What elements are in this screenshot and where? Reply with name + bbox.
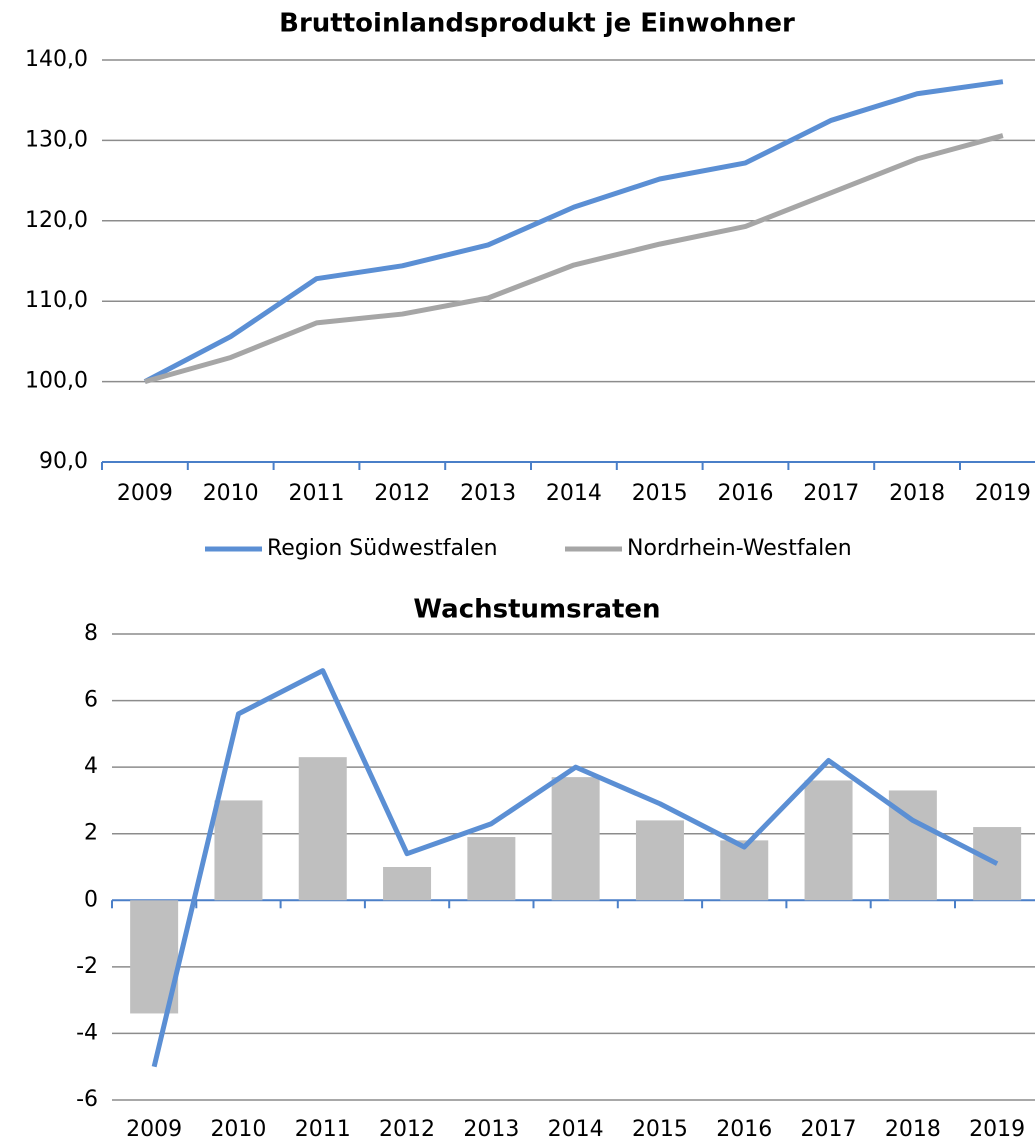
x-tick-label: 2010 [210,1117,266,1142]
legend-label: Region Südwestfalen [267,536,498,561]
x-tick-label: 2016 [716,1117,772,1142]
x-tick-label: 2016 [718,481,774,506]
x-tick-label: 2012 [374,481,430,506]
x-tick-label: 2011 [295,1117,351,1142]
bar [214,800,263,901]
x-tick-label: 2013 [463,1117,519,1142]
y-tick-label: 2 [84,821,98,846]
y-tick-label: 8 [84,621,98,646]
y-tick-label: 0 [84,887,98,912]
x-tick-label: 2010 [203,481,259,506]
series-line [143,79,1004,384]
x-tick-label: 2014 [546,481,602,506]
y-tick-label: -4 [76,1020,98,1045]
bar [804,780,853,901]
y-tick-label: 6 [84,688,98,713]
series-line [144,133,1004,385]
chart-title: Bruttoinlandsprodukt je Einwohner [279,9,795,39]
bar [383,867,432,901]
series-line [151,668,999,1068]
bar [635,820,684,901]
y-tick-label: 90,0 [39,449,88,474]
x-tick-label: 2017 [803,481,859,506]
y-tick-label: 110,0 [25,288,88,313]
chart-title: Wachstumsraten [413,595,660,625]
x-tick-label: 2009 [126,1117,182,1142]
x-tick-label: 2018 [885,1117,941,1142]
x-tick-label: 2015 [632,1117,688,1142]
x-tick-label: 2012 [379,1117,435,1142]
y-tick-label: 120,0 [25,208,88,233]
bar [551,777,600,901]
y-tick-label: -2 [76,954,98,979]
x-tick-label: 2018 [889,481,945,506]
bar [298,757,347,901]
bar [720,840,769,901]
x-tick-label: 2009 [117,481,173,506]
x-tick-label: 2019 [975,481,1031,506]
bar [467,837,516,901]
y-tick-label: 4 [84,754,98,779]
y-tick-label: 130,0 [25,127,88,152]
x-tick-label: 2017 [801,1117,857,1142]
x-tick-label: 2011 [289,481,345,506]
x-tick-label: 2019 [969,1117,1025,1142]
legend-label: Nordrhein-Westfalen [627,536,852,561]
y-tick-label: 100,0 [25,369,88,394]
x-tick-label: 2014 [548,1117,604,1142]
x-tick-label: 2015 [632,481,688,506]
y-tick-label: -6 [76,1087,98,1112]
y-tick-label: 140,0 [25,47,88,72]
x-tick-label: 2013 [460,481,516,506]
